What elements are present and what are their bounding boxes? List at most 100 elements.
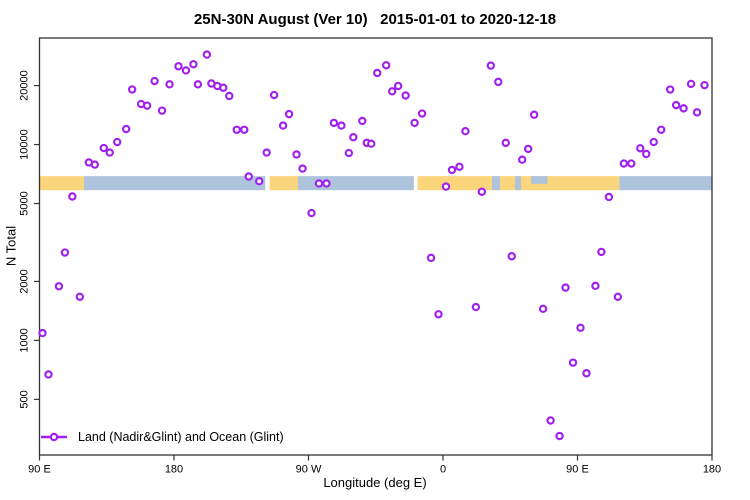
scatter-point bbox=[142, 101, 152, 110]
scatter-point bbox=[99, 143, 108, 153]
scatter-point bbox=[262, 148, 271, 157]
scatter-point bbox=[692, 108, 702, 117]
scatter-point bbox=[507, 252, 516, 261]
x-tick-label: 0 bbox=[440, 464, 446, 476]
legend-marker-shape bbox=[49, 432, 59, 441]
scatter-point bbox=[219, 83, 228, 92]
scatter-point bbox=[189, 60, 198, 69]
scatter-point bbox=[90, 160, 99, 169]
scatter-point bbox=[165, 80, 174, 89]
band-inclusion-ocean bbox=[515, 176, 522, 191]
scatter-point bbox=[649, 137, 658, 147]
scatter-point bbox=[157, 106, 167, 115]
scatter-point bbox=[269, 90, 279, 100]
scatter-point bbox=[127, 85, 137, 94]
scatter-point bbox=[278, 121, 288, 130]
scatter-point bbox=[382, 61, 391, 70]
scatter-point bbox=[523, 144, 533, 154]
y-tick-label: 2000 bbox=[19, 269, 31, 293]
scatter-point bbox=[240, 125, 249, 134]
legend-label: Land (Nadir&Glint) and Ocean (Glint) bbox=[78, 429, 284, 444]
scatter-point bbox=[486, 61, 496, 70]
x-axis-title: Longitude (deg E) bbox=[323, 475, 427, 490]
scatter-point bbox=[619, 159, 629, 168]
scatter-point bbox=[244, 172, 253, 181]
scatter-point bbox=[121, 124, 131, 134]
scatter-point bbox=[538, 304, 548, 314]
scatter-point bbox=[568, 358, 578, 367]
scatter-point bbox=[298, 164, 307, 173]
y-tick-label: 1000 bbox=[19, 328, 31, 352]
y-tick-label: 500 bbox=[19, 390, 31, 408]
scatter-point bbox=[68, 192, 77, 201]
y-axis-title: N Total bbox=[3, 225, 19, 267]
scatter-point bbox=[349, 133, 358, 142]
scatter-point bbox=[686, 79, 696, 89]
scatter-point bbox=[393, 81, 403, 91]
scatter-point bbox=[314, 179, 324, 188]
scatter-point bbox=[455, 162, 464, 171]
scatter-point bbox=[60, 248, 70, 257]
scatter-point bbox=[700, 80, 709, 90]
y-tick-label: 10000 bbox=[19, 129, 31, 160]
scatter-point bbox=[202, 50, 212, 59]
scatter-point bbox=[322, 179, 331, 188]
scatter-point bbox=[373, 68, 382, 78]
scatter-point bbox=[181, 66, 191, 75]
scatter-point bbox=[387, 87, 397, 96]
scatter-point bbox=[642, 149, 651, 159]
scatter-point bbox=[426, 253, 436, 263]
chart-title: 25N-30N August (Ver 10) 2015-01-01 to 20… bbox=[193, 11, 557, 28]
y-tick-label: 5000 bbox=[19, 191, 31, 215]
x-tick-label: 180 bbox=[165, 464, 183, 476]
band-segment-ocean bbox=[619, 176, 712, 191]
scatter-point bbox=[54, 282, 64, 291]
scatter-point bbox=[627, 159, 636, 168]
legend: Land (Nadir&Glint) and Ocean (Glint) bbox=[41, 429, 284, 444]
scatter-point bbox=[284, 109, 294, 119]
scatter-point bbox=[254, 177, 264, 186]
scatter-point bbox=[546, 416, 555, 425]
scatter-point bbox=[461, 127, 470, 136]
scatter-point bbox=[401, 91, 410, 100]
scatter-point bbox=[471, 302, 481, 312]
band-inclusion-ocean bbox=[492, 176, 501, 191]
scatter-point bbox=[665, 85, 675, 94]
scatter-point bbox=[447, 165, 457, 175]
scatter-point bbox=[174, 62, 183, 71]
y-tick-label: 20000 bbox=[19, 70, 31, 101]
scatter-point bbox=[656, 125, 666, 134]
scatter-point bbox=[434, 310, 443, 319]
scatter-point bbox=[604, 192, 614, 202]
scatter-point bbox=[529, 110, 539, 119]
x-tick-label: 90 E bbox=[566, 464, 589, 476]
scatter-point bbox=[591, 281, 600, 291]
scatter-point bbox=[44, 370, 53, 379]
scatter-point bbox=[307, 208, 316, 218]
scatter-point bbox=[113, 137, 122, 147]
scatter-point bbox=[477, 187, 487, 196]
scatter-point bbox=[367, 139, 376, 148]
scatter-point bbox=[38, 328, 47, 338]
scatter-point bbox=[636, 144, 645, 153]
scatter-point bbox=[582, 369, 591, 378]
band-segment-land bbox=[39, 176, 85, 191]
scatter-point bbox=[410, 118, 419, 128]
scatter-point bbox=[344, 148, 354, 158]
scatter-point bbox=[613, 292, 623, 301]
scatter-point bbox=[337, 121, 346, 130]
x-tick-label: 90 E bbox=[28, 464, 51, 476]
band-segment-ocean bbox=[84, 176, 266, 191]
scatter-point bbox=[225, 91, 234, 101]
scatter-point bbox=[329, 118, 339, 128]
x-tick-label: 180 bbox=[703, 464, 721, 476]
scatter-point bbox=[358, 116, 367, 126]
band-inclusion-ocean bbox=[531, 176, 548, 184]
scatter-point bbox=[576, 323, 585, 332]
legend-marker-icon bbox=[41, 432, 67, 441]
scatter-point bbox=[193, 80, 203, 89]
scatter-point bbox=[679, 104, 688, 113]
scatter-point bbox=[292, 150, 301, 159]
scatter-point bbox=[597, 247, 606, 257]
